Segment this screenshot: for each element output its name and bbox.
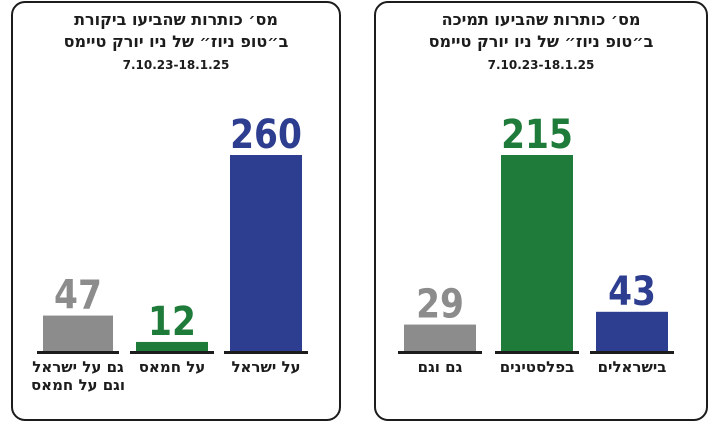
infographic: מס׳ כותרות שהביעו ביקורת ב״טופ ניוז״ של … <box>11 1 708 421</box>
category-label: גם וגם <box>418 358 463 376</box>
chart-title-line-2: ב״טופ ניוז״ של ניו יורק טיימס <box>63 32 289 51</box>
bar <box>404 324 476 351</box>
support-chart-panel: מס׳ כותרות שהביעו תמיכה ב״טופ ניוז״ של נ… <box>374 1 708 421</box>
data-label: 29 <box>416 280 464 327</box>
category-label: בישראלים <box>598 358 667 376</box>
category-label: בפלסטינים <box>500 358 575 376</box>
chart-title-line-2: ב״טופ ניוז״ של ניו יורק טיימס <box>428 32 654 51</box>
bar-baseline <box>224 351 308 354</box>
chart-title-line-1: מס׳ כותרות שהביעו ביקורת <box>74 10 278 29</box>
data-label: 215 <box>501 110 573 157</box>
category-label: וגם על חמאס <box>31 376 125 394</box>
category-label: על חמאס <box>139 358 206 376</box>
chart-date-range: 7.10.23-18.1.25 <box>122 58 230 72</box>
criticism-chart-panel: מס׳ כותרות שהביעו ביקורת ב״טופ ניוז״ של … <box>11 1 341 421</box>
bar-baseline <box>130 351 214 354</box>
bar-baseline <box>37 351 119 354</box>
data-label: 43 <box>608 267 656 314</box>
chart-title: מס׳ כותרות שהביעו תמיכה ב״טופ ניוז״ של נ… <box>376 9 706 53</box>
bar-baseline <box>495 351 579 354</box>
category-label: גם על ישראל <box>32 358 124 376</box>
bar <box>501 155 573 351</box>
data-label: 12 <box>148 297 196 344</box>
bar <box>136 341 208 351</box>
bar <box>43 315 113 351</box>
bar <box>230 155 302 351</box>
chart-date-range: 7.10.23-18.1.25 <box>487 58 595 72</box>
support-bar-chart: 43 בישראלים 215 בפלסטינים 29 גם וגם <box>398 110 674 376</box>
chart-title-line-1: מס׳ כותרות שהביעו תמיכה <box>441 10 641 29</box>
bar-baseline <box>590 351 674 354</box>
bar-baseline <box>398 351 482 354</box>
data-label: 47 <box>54 271 102 318</box>
data-label: 260 <box>230 110 302 157</box>
chart-title: מס׳ כותרות שהביעו ביקורת ב״טופ ניוז״ של … <box>13 9 339 53</box>
bar <box>596 311 668 351</box>
category-label: על ישראל <box>231 358 300 376</box>
